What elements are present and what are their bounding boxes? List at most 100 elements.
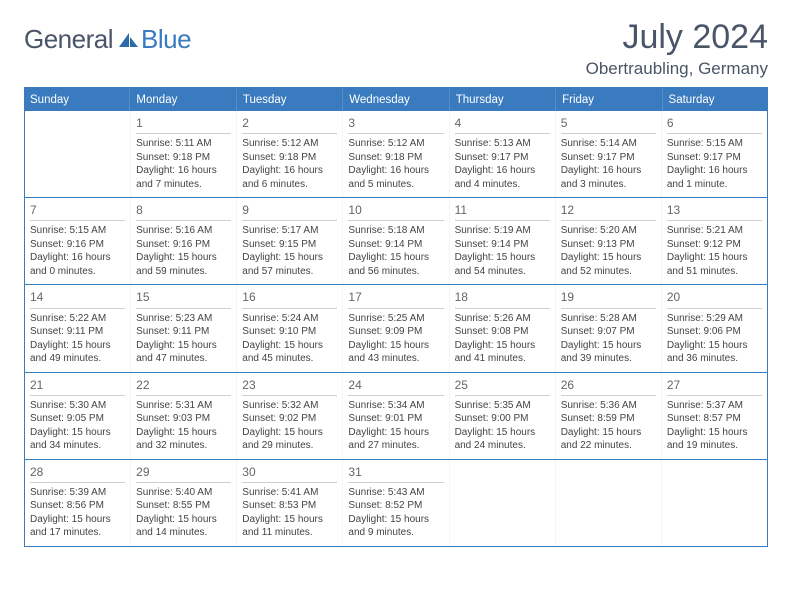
daylight-line-1: Daylight: 15 hours [242, 513, 337, 527]
daylight-line-2: and 1 minute. [667, 178, 762, 192]
daylight-line-2: and 24 minutes. [455, 439, 550, 453]
brand-word1: General [24, 24, 113, 55]
day-info: Sunrise: 5:15 AMSunset: 9:16 PMDaylight:… [30, 224, 125, 278]
sunrise-line: Sunrise: 5:23 AM [136, 312, 231, 326]
day-info: Sunrise: 5:11 AMSunset: 9:18 PMDaylight:… [136, 137, 231, 191]
brand-sail-icon [117, 31, 139, 49]
day-number: 14 [30, 288, 125, 308]
day-info: Sunrise: 5:32 AMSunset: 9:02 PMDaylight:… [242, 399, 337, 453]
sunrise-line: Sunrise: 5:37 AM [667, 399, 762, 413]
day-number: 3 [348, 114, 443, 134]
daylight-line-2: and 36 minutes. [667, 352, 762, 366]
day-number: 19 [561, 288, 656, 308]
sunrise-line: Sunrise: 5:17 AM [242, 224, 337, 238]
sunset-line: Sunset: 9:17 PM [667, 151, 762, 165]
sunrise-line: Sunrise: 5:22 AM [30, 312, 125, 326]
daylight-line-2: and 41 minutes. [455, 352, 550, 366]
daylight-line-1: Daylight: 15 hours [348, 426, 443, 440]
sunrise-line: Sunrise: 5:12 AM [348, 137, 443, 151]
day-info: Sunrise: 5:22 AMSunset: 9:11 PMDaylight:… [30, 312, 125, 366]
day-cell: 30Sunrise: 5:41 AMSunset: 8:53 PMDayligh… [237, 460, 343, 546]
day-number: 1 [136, 114, 231, 134]
sunset-line: Sunset: 8:59 PM [561, 412, 656, 426]
day-cell [662, 460, 767, 546]
sunset-line: Sunset: 9:07 PM [561, 325, 656, 339]
daylight-line-2: and 27 minutes. [348, 439, 443, 453]
sunrise-line: Sunrise: 5:28 AM [561, 312, 656, 326]
title-block: July 2024 Obertraubling, Germany [586, 18, 768, 79]
day-info: Sunrise: 5:25 AMSunset: 9:09 PMDaylight:… [348, 312, 443, 366]
daylight-line-1: Daylight: 15 hours [242, 251, 337, 265]
sunrise-line: Sunrise: 5:18 AM [348, 224, 443, 238]
day-cell: 19Sunrise: 5:28 AMSunset: 9:07 PMDayligh… [556, 285, 662, 371]
day-cell: 20Sunrise: 5:29 AMSunset: 9:06 PMDayligh… [662, 285, 767, 371]
day-cell: 29Sunrise: 5:40 AMSunset: 8:55 PMDayligh… [131, 460, 237, 546]
week-row: 28Sunrise: 5:39 AMSunset: 8:56 PMDayligh… [25, 460, 767, 546]
daylight-line-2: and 14 minutes. [136, 526, 231, 540]
day-cell: 16Sunrise: 5:24 AMSunset: 9:10 PMDayligh… [237, 285, 343, 371]
day-number: 5 [561, 114, 656, 134]
daylight-line-2: and 32 minutes. [136, 439, 231, 453]
sunrise-line: Sunrise: 5:40 AM [136, 486, 231, 500]
daylight-line-2: and 5 minutes. [348, 178, 443, 192]
sunset-line: Sunset: 9:18 PM [136, 151, 231, 165]
weekday-header: Saturday [663, 89, 768, 111]
sunrise-line: Sunrise: 5:13 AM [455, 137, 550, 151]
sunrise-line: Sunrise: 5:29 AM [667, 312, 762, 326]
day-cell: 26Sunrise: 5:36 AMSunset: 8:59 PMDayligh… [556, 373, 662, 459]
day-cell: 15Sunrise: 5:23 AMSunset: 9:11 PMDayligh… [131, 285, 237, 371]
weekday-header: Wednesday [343, 89, 449, 111]
sunset-line: Sunset: 9:05 PM [30, 412, 125, 426]
daylight-line-2: and 29 minutes. [242, 439, 337, 453]
day-number: 6 [667, 114, 762, 134]
daylight-line-2: and 47 minutes. [136, 352, 231, 366]
sunrise-line: Sunrise: 5:16 AM [136, 224, 231, 238]
sunset-line: Sunset: 9:10 PM [242, 325, 337, 339]
sunset-line: Sunset: 9:09 PM [348, 325, 443, 339]
sunrise-line: Sunrise: 5:41 AM [242, 486, 337, 500]
sunset-line: Sunset: 9:14 PM [455, 238, 550, 252]
weekday-header: Friday [556, 89, 662, 111]
daylight-line-1: Daylight: 15 hours [242, 426, 337, 440]
header: General Blue July 2024 Obertraubling, Ge… [24, 18, 768, 79]
daylight-line-1: Daylight: 15 hours [667, 251, 762, 265]
day-number: 10 [348, 201, 443, 221]
day-info: Sunrise: 5:15 AMSunset: 9:17 PMDaylight:… [667, 137, 762, 191]
daylight-line-2: and 49 minutes. [30, 352, 125, 366]
day-info: Sunrise: 5:37 AMSunset: 8:57 PMDaylight:… [667, 399, 762, 453]
day-number: 12 [561, 201, 656, 221]
day-number: 26 [561, 376, 656, 396]
day-info: Sunrise: 5:19 AMSunset: 9:14 PMDaylight:… [455, 224, 550, 278]
daylight-line-1: Daylight: 16 hours [348, 164, 443, 178]
weekday-header: Sunday [24, 89, 130, 111]
sunrise-line: Sunrise: 5:32 AM [242, 399, 337, 413]
day-number: 24 [348, 376, 443, 396]
month-title: July 2024 [586, 18, 768, 57]
daylight-line-1: Daylight: 16 hours [455, 164, 550, 178]
weekday-header: Monday [130, 89, 236, 111]
sunset-line: Sunset: 9:12 PM [667, 238, 762, 252]
sunset-line: Sunset: 9:18 PM [348, 151, 443, 165]
sunset-line: Sunset: 9:14 PM [348, 238, 443, 252]
daylight-line-2: and 9 minutes. [348, 526, 443, 540]
day-cell: 10Sunrise: 5:18 AMSunset: 9:14 PMDayligh… [343, 198, 449, 284]
day-number: 31 [348, 463, 443, 483]
day-info: Sunrise: 5:16 AMSunset: 9:16 PMDaylight:… [136, 224, 231, 278]
day-number: 29 [136, 463, 231, 483]
day-cell: 22Sunrise: 5:31 AMSunset: 9:03 PMDayligh… [131, 373, 237, 459]
day-cell: 7Sunrise: 5:15 AMSunset: 9:16 PMDaylight… [25, 198, 131, 284]
day-info: Sunrise: 5:13 AMSunset: 9:17 PMDaylight:… [455, 137, 550, 191]
daylight-line-1: Daylight: 15 hours [667, 339, 762, 353]
sunset-line: Sunset: 9:16 PM [136, 238, 231, 252]
daylight-line-1: Daylight: 15 hours [667, 426, 762, 440]
day-number: 4 [455, 114, 550, 134]
day-number: 18 [455, 288, 550, 308]
sunset-line: Sunset: 9:17 PM [455, 151, 550, 165]
day-cell: 4 Sunrise: 5:13 AMSunset: 9:17 PMDaylight… [450, 111, 556, 197]
daylight-line-2: and 59 minutes. [136, 265, 231, 279]
sunset-line: Sunset: 9:03 PM [136, 412, 231, 426]
calendar: SundayMondayTuesdayWednesdayThursdayFrid… [24, 87, 768, 547]
sunrise-line: Sunrise: 5:19 AM [455, 224, 550, 238]
daylight-line-2: and 34 minutes. [30, 439, 125, 453]
day-number: 23 [242, 376, 337, 396]
